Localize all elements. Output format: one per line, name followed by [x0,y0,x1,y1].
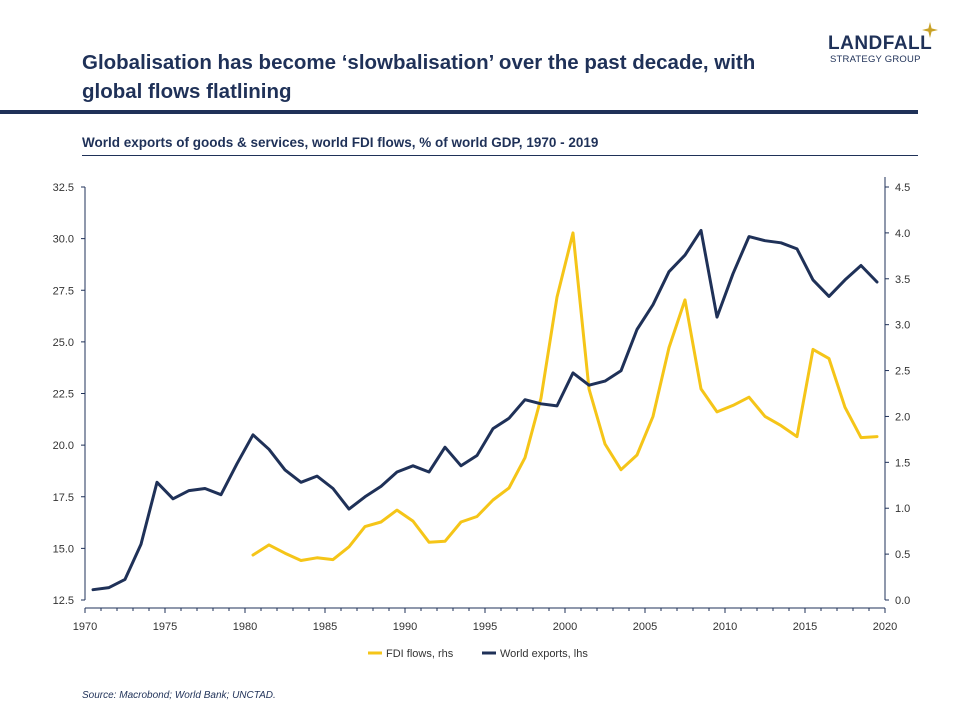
left-y-tick-label: 25.0 [53,337,74,349]
logo-wordmark: LANDFALL [828,33,933,54]
x-tick-label: 2015 [793,621,817,633]
right-y-tick-label: 4.5 [895,182,910,194]
logo-tagline: STRATEGY GROUP [830,54,921,65]
x-tick-label: 2000 [553,621,577,633]
company-logo: LANDFALL STRATEGY GROUP [828,22,938,65]
sparkle-icon [922,22,938,38]
x-tick-label: 1995 [473,621,497,633]
x-tick-label: 2010 [713,621,737,633]
x-tick-label: 1985 [313,621,337,633]
header-divider [0,110,918,114]
right-y-tick-label: 2.0 [895,411,910,423]
left-y-tick-label: 27.5 [53,285,74,297]
left-y-tick-label: 15.0 [53,543,74,555]
fdi-flows-line [251,231,879,562]
right-y-tick-label: 2.5 [895,366,910,378]
right-y-tick-label: 0.5 [895,549,910,561]
world-exports-line [91,228,879,592]
right-y-tick-label: 3.0 [895,320,910,332]
right-y-tick-label: 1.5 [895,457,910,469]
left-y-tick-label: 32.5 [53,182,74,194]
x-tick-label: 1980 [233,621,257,633]
subtitle-divider [82,155,918,156]
x-tick-label: 1975 [153,621,177,633]
chart-subtitle: World exports of goods & services, world… [82,135,599,150]
page-title: Globalisation has become ‘slowbalisation… [82,51,756,103]
left-y-tick-label: 12.5 [53,595,74,607]
left-y-tick-label: 30.0 [53,234,74,246]
right-y-tick-label: 4.0 [895,228,910,240]
left-y-tick-label: 22.5 [53,389,74,401]
x-tick-label: 1970 [73,621,97,633]
right-y-tick-label: 0.0 [895,595,910,607]
right-y-tick-label: 1.0 [895,503,910,515]
x-tick-label: 1990 [393,621,417,633]
left-y-tick-label: 20.0 [53,440,74,452]
source-note: Source: Macrobond; World Bank; UNCTAD. [82,690,276,701]
right-y-tick-label: 3.5 [895,274,910,286]
x-tick-label: 2005 [633,621,657,633]
left-y-tick-label: 17.5 [53,492,74,504]
x-tick-label: 2020 [873,621,897,633]
legend-label: FDI flows, rhs [386,648,454,660]
legend-label: World exports, lhs [500,648,588,660]
